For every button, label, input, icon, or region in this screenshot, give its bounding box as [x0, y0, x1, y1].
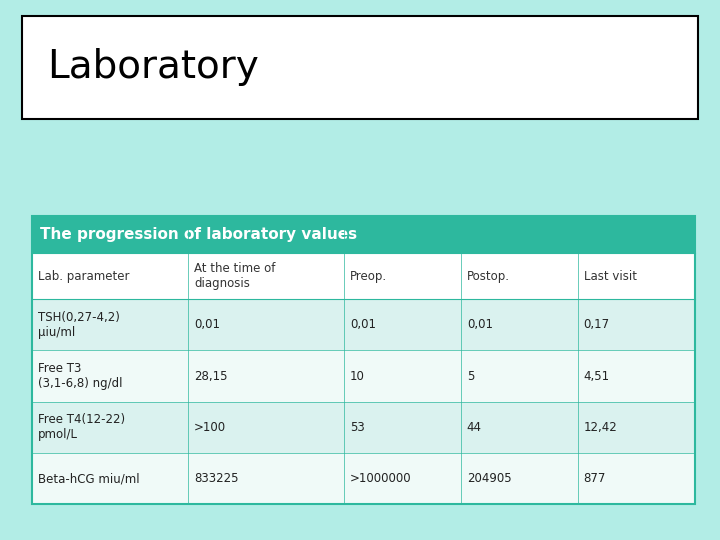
- Text: 0,01: 0,01: [467, 318, 492, 331]
- Text: 44: 44: [467, 421, 482, 434]
- Text: >100: >100: [194, 421, 226, 434]
- Text: At the time of
diagnosis: At the time of diagnosis: [194, 262, 275, 290]
- Text: 204905: 204905: [467, 472, 511, 485]
- Text: Free T4(12-22)
pmol/L: Free T4(12-22) pmol/L: [38, 413, 125, 441]
- Text: 0,01: 0,01: [194, 318, 220, 331]
- Text: 0,01: 0,01: [350, 318, 376, 331]
- Text: 10: 10: [350, 369, 365, 382]
- FancyBboxPatch shape: [32, 402, 695, 453]
- FancyBboxPatch shape: [32, 453, 695, 504]
- Text: Preop.: Preop.: [350, 269, 387, 282]
- Text: TSH(0,27-4,2)
μiu/ml: TSH(0,27-4,2) μiu/ml: [38, 310, 120, 339]
- Text: 0,17: 0,17: [584, 318, 610, 331]
- Text: Last visit: Last visit: [584, 269, 636, 282]
- Text: 53: 53: [350, 421, 364, 434]
- Text: The progression of laboratory values: The progression of laboratory values: [40, 227, 356, 242]
- FancyBboxPatch shape: [32, 350, 695, 402]
- FancyBboxPatch shape: [32, 299, 695, 350]
- FancyBboxPatch shape: [32, 253, 695, 299]
- Text: Lab. parameter: Lab. parameter: [38, 269, 130, 282]
- FancyBboxPatch shape: [32, 216, 695, 253]
- Text: 877: 877: [584, 472, 606, 485]
- Text: >1000000: >1000000: [350, 472, 412, 485]
- Text: 4,51: 4,51: [584, 369, 610, 382]
- Text: 12,42: 12,42: [584, 421, 618, 434]
- Text: Free T3
(3,1-6,8) ng/dl: Free T3 (3,1-6,8) ng/dl: [38, 362, 122, 390]
- Text: Postop.: Postop.: [467, 269, 510, 282]
- Text: 28,15: 28,15: [194, 369, 228, 382]
- Text: Beta-hCG miu/ml: Beta-hCG miu/ml: [38, 472, 140, 485]
- FancyBboxPatch shape: [22, 16, 698, 119]
- Text: Laboratory: Laboratory: [47, 49, 258, 86]
- Text: 5: 5: [467, 369, 474, 382]
- Text: 833225: 833225: [194, 472, 238, 485]
